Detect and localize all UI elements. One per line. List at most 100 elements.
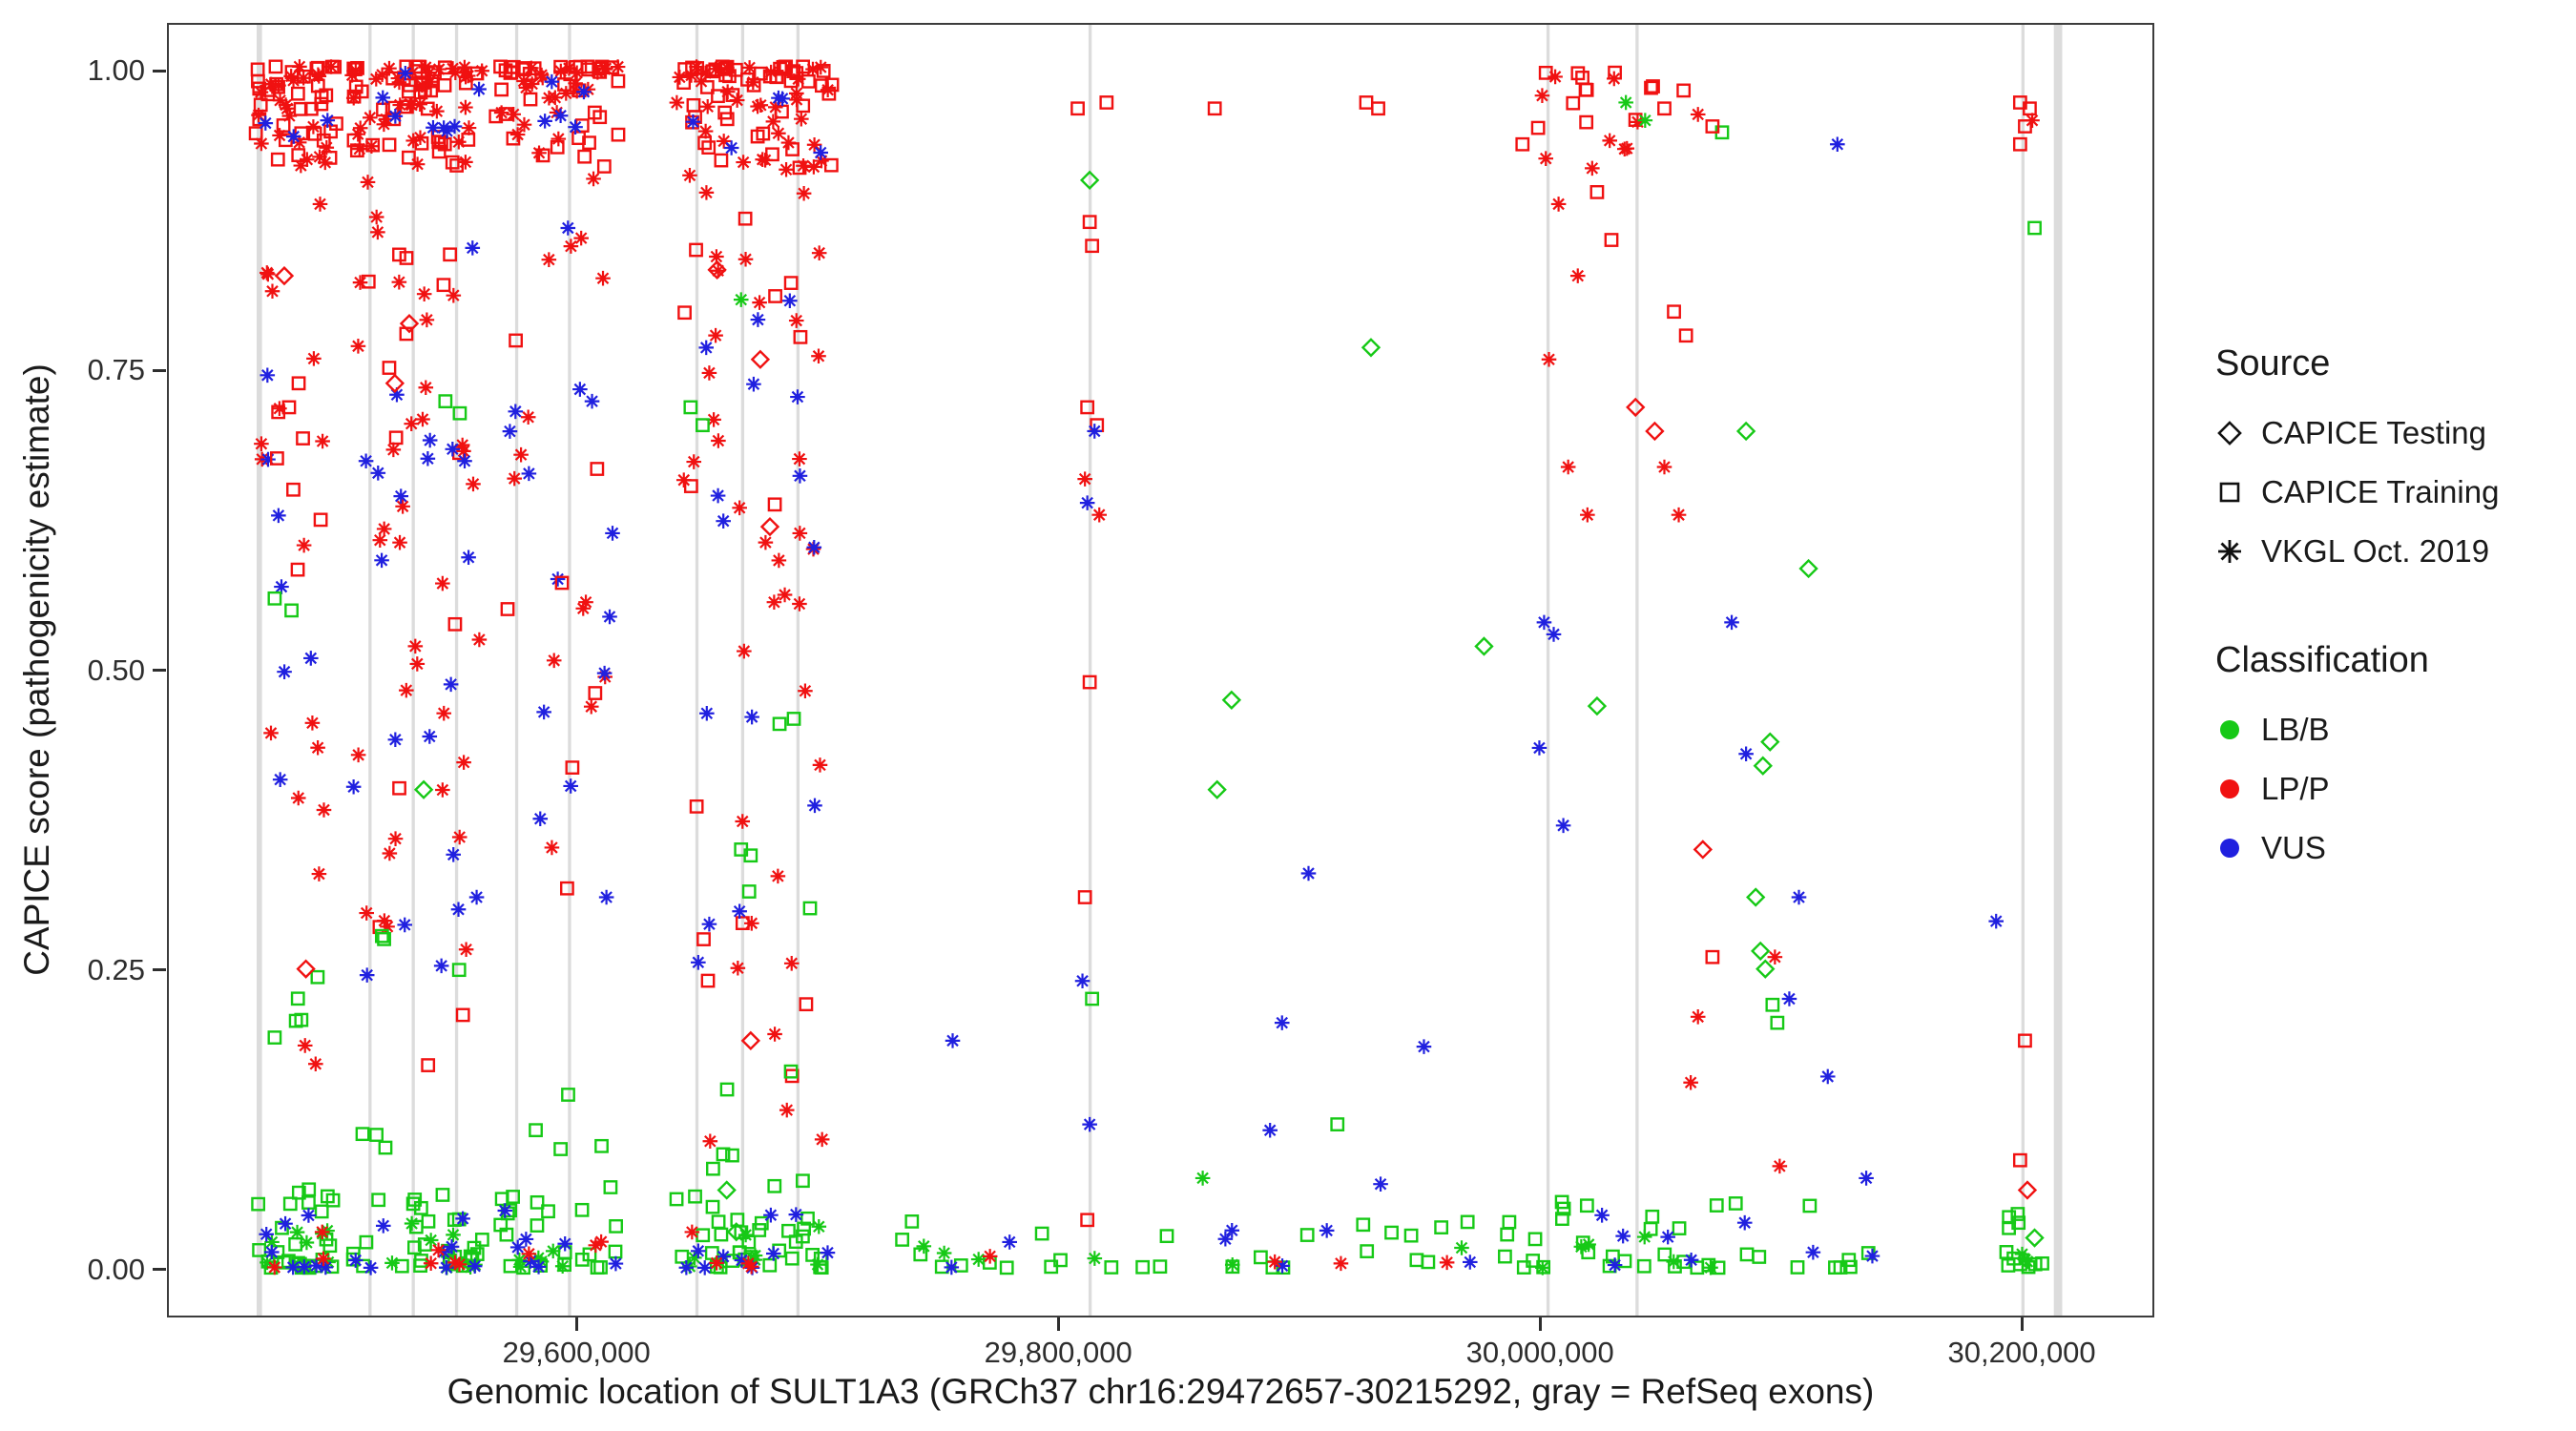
capice-training-square	[2023, 101, 2037, 116]
x-tick-label: 30,200,000	[1947, 1336, 2096, 1369]
capice-training-square	[294, 1012, 309, 1027]
capice-training-square	[1570, 66, 1586, 81]
vkgl-asterisk	[696, 1260, 713, 1275]
capice-training-square	[1077, 890, 1092, 904]
capice-training-square	[414, 1200, 428, 1215]
capice-training-square	[431, 144, 447, 159]
capice-testing-diamond	[759, 516, 780, 537]
capice-testing-diamond	[1645, 421, 1665, 442]
capice-training-square	[437, 78, 452, 93]
capice-training-square	[793, 329, 808, 344]
vkgl-asterisk	[811, 348, 826, 364]
vkgl-asterisk	[267, 1259, 282, 1275]
vkgl-asterisk	[744, 709, 759, 725]
capice-training-square	[783, 276, 799, 290]
vkgl-asterisk	[360, 175, 376, 190]
capice-testing-diamond	[1221, 690, 1242, 710]
capice-testing-diamond	[1693, 840, 1713, 860]
scatter-plot-area	[248, 25, 2063, 1316]
vkgl-asterisk	[557, 1235, 572, 1252]
vkgl-asterisk	[416, 286, 432, 301]
vkgl-asterisk	[1534, 88, 1550, 103]
vkgl-asterisk	[409, 156, 426, 172]
vkgl-asterisk	[765, 114, 781, 130]
capice-training-square	[275, 1220, 289, 1235]
capice-training-square	[1739, 1247, 1755, 1262]
vkgl-asterisk	[796, 157, 811, 174]
vkgl-asterisk	[531, 145, 547, 161]
capice-training-square	[696, 418, 710, 433]
capice-training-square	[582, 1247, 597, 1262]
legend-item-lbb: LB/B	[2215, 700, 2559, 759]
capice-training-square	[669, 1192, 684, 1207]
vkgl-asterisk	[598, 889, 614, 905]
vkgl-asterisk	[563, 238, 579, 254]
y-tick-label: 0.00	[87, 1252, 145, 1286]
capice-training-square	[565, 760, 580, 775]
capice-training-square	[1080, 400, 1095, 415]
capice-training-square	[296, 431, 310, 446]
vkgl-asterisk	[433, 958, 449, 974]
x-tick-mark	[1056, 1317, 1060, 1331]
capice-training-square	[796, 1229, 810, 1244]
capice-training-square	[374, 928, 389, 944]
exon-band	[2053, 25, 2063, 1316]
vkgl-asterisk	[316, 1251, 331, 1267]
exon-band	[257, 25, 262, 1316]
vkgl-asterisk	[426, 120, 441, 135]
capice-training-square	[582, 135, 596, 151]
vkgl-asterisk	[372, 532, 388, 548]
vkgl-asterisk	[1319, 1223, 1335, 1238]
vkgl-asterisk	[545, 1243, 561, 1259]
vkgl-asterisk	[1607, 1257, 1623, 1273]
capice-training-square	[455, 1007, 470, 1023]
vkgl-asterisk	[1660, 1229, 1675, 1245]
capice-training-square	[435, 1188, 450, 1202]
capice-training-square	[762, 1257, 778, 1273]
vkgl-asterisk	[710, 262, 726, 279]
vkgl-asterisk	[289, 1224, 305, 1240]
capice-training-square	[714, 153, 729, 168]
vkgl-asterisk	[311, 69, 327, 84]
vkgl-asterisk	[740, 1255, 757, 1272]
capice-training-square	[447, 616, 463, 632]
vkgl-asterisk	[588, 1237, 604, 1254]
y-tick-label: 1.00	[87, 53, 145, 88]
vkgl-asterisk	[423, 1255, 439, 1272]
capice-training-square	[1678, 328, 1693, 343]
vkgl-asterisk	[296, 70, 311, 86]
vkgl-asterisk	[944, 1259, 960, 1275]
vkgl-asterisk	[471, 81, 487, 97]
capice-training-square	[1752, 1250, 1767, 1264]
vkgl-asterisk	[916, 1238, 932, 1255]
vkgl-asterisk	[697, 123, 714, 139]
vkgl-asterisk	[290, 790, 306, 806]
vkgl-asterisk	[404, 1215, 420, 1232]
legend-label: LB/B	[2261, 712, 2330, 747]
capice-training-square	[741, 1234, 757, 1250]
capice-testing-diamond	[1735, 421, 1756, 442]
vkgl-asterisk	[278, 97, 294, 113]
capice-training-square	[594, 1138, 609, 1153]
capice-training-square	[696, 932, 711, 946]
vkgl-asterisk	[297, 1038, 313, 1053]
capice-training-square	[611, 127, 626, 142]
capice-training-square	[378, 1140, 393, 1155]
vkgl-asterisk	[418, 380, 434, 396]
x-tick-label: 29,600,000	[502, 1336, 651, 1369]
capice-training-square	[1104, 1260, 1119, 1275]
vkgl-asterisk	[541, 252, 557, 267]
vkgl-asterisk	[1569, 268, 1586, 283]
vkgl-asterisk	[779, 1102, 795, 1118]
vkgl-asterisk	[1830, 136, 1845, 153]
vkgl-asterisk	[260, 265, 275, 280]
legend-classification-title: Classification	[2215, 640, 2429, 680]
vkgl-asterisk	[745, 74, 761, 90]
vkgl-asterisk	[296, 537, 312, 553]
vkgl-asterisk	[682, 1258, 697, 1275]
capice-training-square	[1421, 1255, 1436, 1270]
capice-training-square	[282, 1196, 298, 1212]
capice-training-square	[737, 211, 753, 226]
vkgl-asterisk	[320, 113, 336, 128]
vkgl-asterisk	[796, 186, 812, 201]
